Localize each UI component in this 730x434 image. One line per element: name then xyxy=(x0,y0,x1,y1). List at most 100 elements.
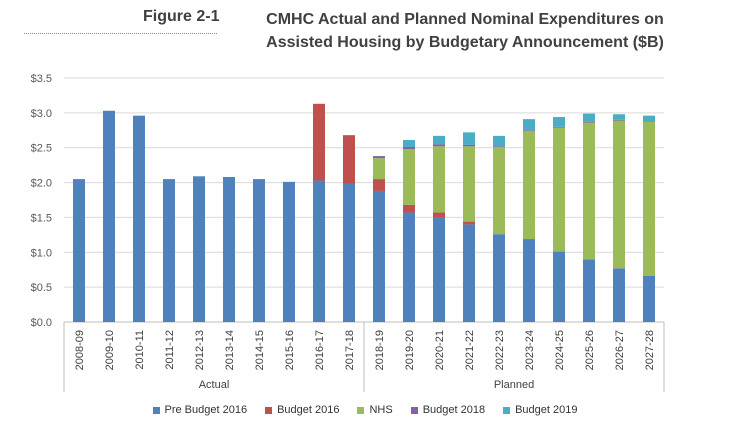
x-tick-label: 2026-27 xyxy=(614,330,626,370)
x-tick-label: 2015-16 xyxy=(284,330,296,370)
y-tick-label: $3.5 xyxy=(31,73,52,85)
group-label: Actual xyxy=(199,379,230,391)
bar-segment xyxy=(613,120,625,269)
y-tick-label: $3.0 xyxy=(31,108,52,120)
legend-swatch xyxy=(503,406,511,414)
y-tick-label: $0.5 xyxy=(31,282,52,294)
x-tick-label: 2023-24 xyxy=(524,330,536,370)
legend-label: Budget 2016 xyxy=(277,404,340,416)
chart-title: CMHC Actual and Planned Nominal Expendit… xyxy=(230,8,700,54)
bar-segment xyxy=(403,212,415,322)
bar-segment xyxy=(553,127,565,252)
legend-swatch xyxy=(152,406,160,414)
bar-segment xyxy=(373,190,385,322)
y-tick-label: $1.0 xyxy=(31,247,52,259)
bar-segment xyxy=(613,114,625,120)
x-tick-label: 2011-12 xyxy=(164,330,176,370)
bar-segment xyxy=(463,144,475,147)
bar-segment xyxy=(463,224,475,322)
bar-segment xyxy=(613,268,625,322)
bar-segment xyxy=(643,275,655,322)
x-tick-label: 2016-17 xyxy=(314,330,326,370)
bar-segment xyxy=(583,121,595,123)
bar-segment xyxy=(493,147,505,235)
bar-segment xyxy=(193,176,205,322)
x-tick-label: 2014-15 xyxy=(254,330,266,370)
x-tick-label: 2027-28 xyxy=(644,330,656,370)
bar-segment xyxy=(613,119,625,121)
legend-item: Pre Budget 2016 xyxy=(152,404,248,416)
bar-segment xyxy=(493,135,505,147)
bar-segment xyxy=(403,147,415,150)
y-tick-label: $0.0 xyxy=(31,317,52,329)
chart-title-line-2: Assisted Housing by Budgetary Announceme… xyxy=(266,34,664,51)
bar-segment xyxy=(373,179,385,191)
bar-segment xyxy=(433,146,445,213)
bar-segment xyxy=(313,180,325,322)
y-tick-label: $2.5 xyxy=(31,143,52,155)
bar-segment xyxy=(583,113,595,122)
legend-item: Budget 2018 xyxy=(410,404,486,416)
bar-segment xyxy=(433,217,445,322)
x-tick-label: 2024-25 xyxy=(554,330,566,370)
bar-segment xyxy=(403,149,415,205)
legend-label: NHS xyxy=(369,404,393,416)
bar-segment xyxy=(553,126,565,128)
bar-segment xyxy=(643,121,655,276)
bar-segment xyxy=(373,158,385,180)
x-tick-label: 2019-20 xyxy=(404,330,416,370)
x-tick-label: 2012-13 xyxy=(194,330,206,370)
bar-segment xyxy=(463,132,475,145)
x-tick-label: 2020-21 xyxy=(434,330,446,370)
bar-segment xyxy=(583,259,595,322)
bar-segment xyxy=(553,117,565,127)
legend-item: Budget 2019 xyxy=(503,404,577,416)
bar-segment xyxy=(493,234,505,322)
x-tick-label: 2008-09 xyxy=(74,330,86,370)
bar-segment xyxy=(343,135,355,184)
x-tick-label: 2021-22 xyxy=(464,330,476,370)
bar-segment xyxy=(253,179,265,322)
y-tick-label: $1.5 xyxy=(31,212,52,224)
x-tick-label: 2025-26 xyxy=(584,330,596,370)
bar-segment xyxy=(283,181,295,322)
bar-segment xyxy=(433,144,445,147)
legend-swatch xyxy=(265,406,273,414)
bar-segment xyxy=(163,179,175,322)
bar-segment xyxy=(343,183,355,322)
bar-segment xyxy=(523,119,535,131)
legend-item: Budget 2016 xyxy=(265,404,339,416)
bar-segment xyxy=(433,212,445,218)
group-label: Planned xyxy=(494,379,534,391)
x-tick-label: 2013-14 xyxy=(224,330,236,370)
x-tick-label: 2017-18 xyxy=(344,330,356,370)
bar-segment xyxy=(493,146,505,148)
legend-label: Budget 2018 xyxy=(422,404,486,416)
chart-title-line-1: CMHC Actual and Planned Nominal Expendit… xyxy=(266,11,664,28)
bar-segment xyxy=(223,176,235,322)
bar-segment xyxy=(373,156,385,159)
bar-segment xyxy=(73,179,85,322)
bar-segment xyxy=(643,121,655,122)
bar-segment xyxy=(313,103,325,181)
bar-segment xyxy=(433,135,445,145)
y-tick-label: $2.0 xyxy=(31,178,52,190)
legend-label: Budget 2019 xyxy=(515,404,578,416)
legend-swatch xyxy=(410,406,418,414)
x-tick-label: 2010-11 xyxy=(134,330,146,370)
bar-segment xyxy=(403,140,415,148)
bar-segment xyxy=(523,130,535,131)
bar-segment xyxy=(463,221,475,225)
x-tick-label: 2009-10 xyxy=(104,330,116,370)
chart-legend: Pre Budget 2016 Budget 2016 NHS Budget 2018… xyxy=(0,404,730,416)
bar-segment xyxy=(403,204,415,213)
bar-segment xyxy=(643,115,655,122)
bar-segment xyxy=(523,239,535,322)
figure-label-rule xyxy=(24,33,217,34)
bar-segment xyxy=(103,110,115,322)
legend-swatch xyxy=(357,406,365,414)
legend-label: Pre Budget 2016 xyxy=(164,404,248,416)
figure-label: Figure 2-1 xyxy=(143,8,220,25)
bar-segment xyxy=(463,146,475,222)
